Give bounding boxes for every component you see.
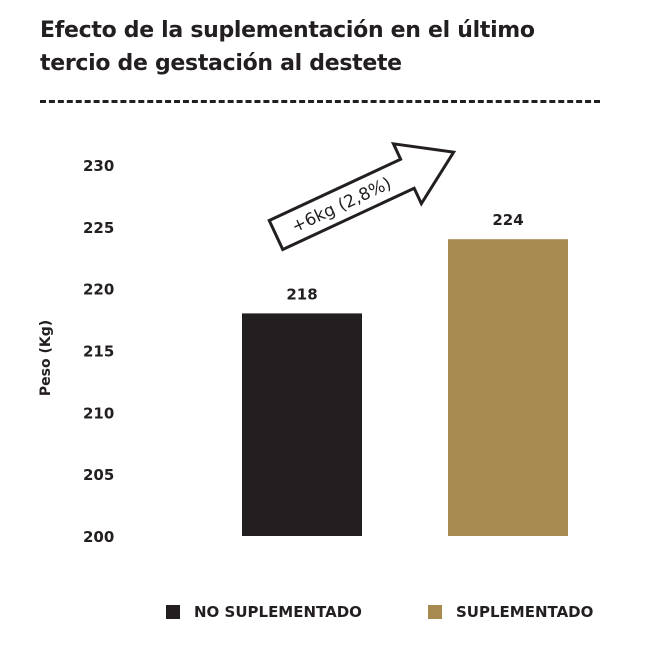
- title-divider: [40, 100, 600, 103]
- chart-title: Efecto de la suplementación en el último…: [40, 14, 620, 80]
- increase-arrow-icon: [267, 141, 457, 252]
- y-axis-label: Peso (Kg): [38, 320, 54, 396]
- legend-swatch-no-suplementado: [166, 605, 180, 619]
- legend-item-suplementado: SUPLEMENTADO: [428, 603, 593, 621]
- y-tick-label: 215: [83, 343, 114, 361]
- y-axis-ticks: 200 205 210 215 220 225 230: [83, 157, 114, 546]
- y-tick-label: 220: [83, 281, 114, 299]
- y-tick-label: 225: [83, 219, 114, 237]
- bar-no-suplementado: [242, 313, 362, 536]
- bar-chart: 200 205 210 215 220 225 230 Peso (Kg) 218 224 +…: [38, 141, 568, 546]
- y-tick-label: 230: [83, 157, 114, 175]
- increase-arrow: +6kg (2,8%): [267, 141, 457, 252]
- y-tick-label: 210: [83, 404, 114, 422]
- legend-label-suplementado: SUPLEMENTADO: [456, 603, 594, 621]
- legend-item-no-suplementado: NO SUPLEMENTADO: [166, 603, 362, 621]
- legend: NO SUPLEMENTADO SUPLEMENTADO: [0, 603, 655, 625]
- chart-title-line-1: Efecto de la suplementación en el último: [40, 18, 535, 43]
- bar-value-label: 218: [286, 285, 317, 303]
- bar-suplementado: [448, 239, 568, 536]
- bars: [242, 239, 568, 536]
- y-tick-label: 200: [83, 528, 114, 546]
- chart-title-line-2: tercio de gestación al destete: [40, 51, 402, 76]
- bar-value-labels: 218 224: [286, 211, 523, 303]
- legend-label-no-suplementado: NO SUPLEMENTADO: [194, 603, 362, 621]
- y-tick-label: 205: [83, 466, 114, 484]
- bar-value-label: 224: [492, 211, 523, 229]
- legend-swatch-suplementado: [428, 605, 442, 619]
